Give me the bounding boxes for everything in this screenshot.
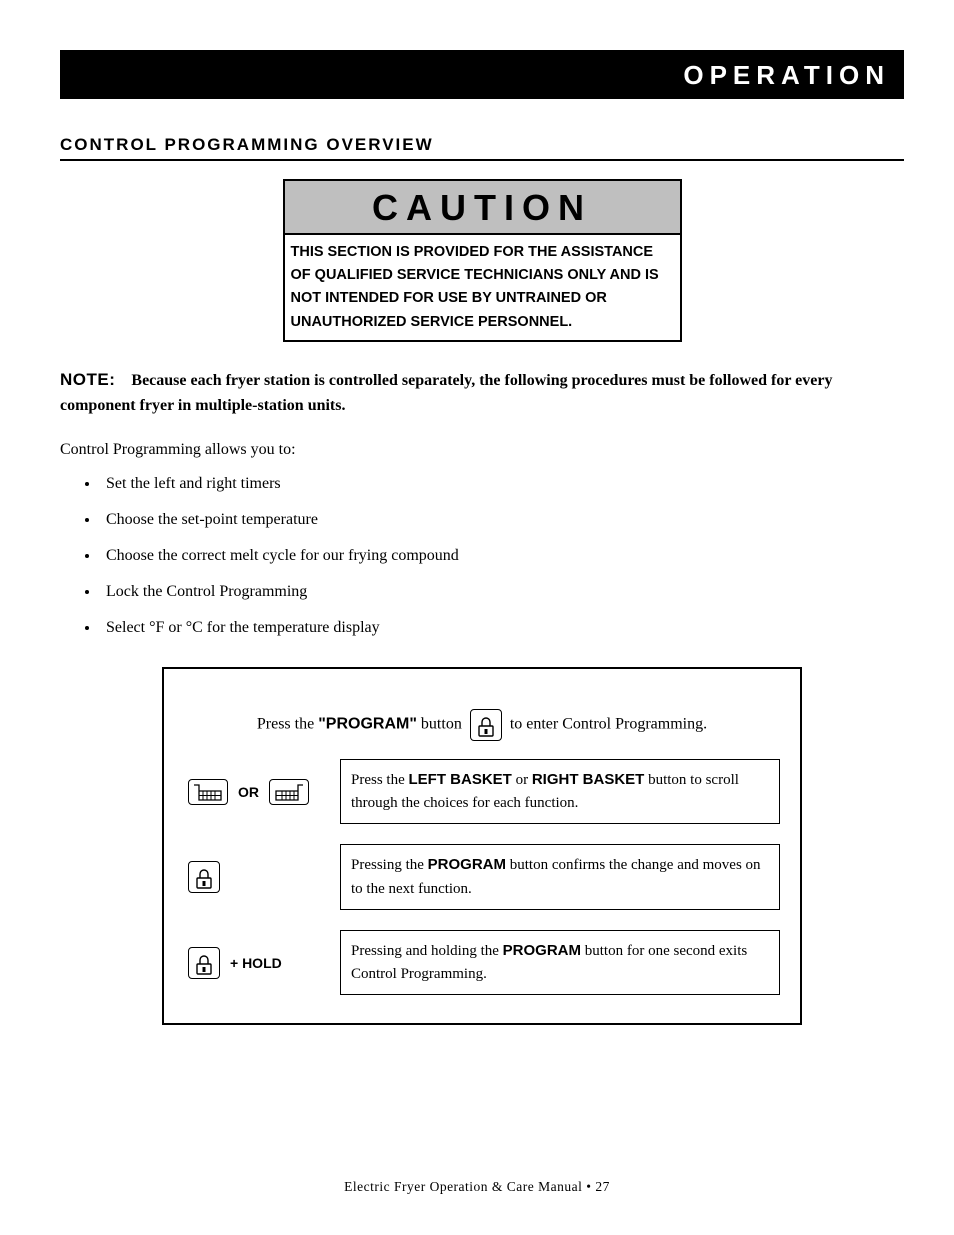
left-col: + HOLD <box>184 947 324 979</box>
right-basket-label: RIGHT BASKET <box>532 771 645 788</box>
note-block: NOTE: Because each fryer station is cont… <box>60 366 904 419</box>
list-item: Choose the correct melt cycle for our fr… <box>100 547 904 565</box>
text: button <box>417 716 466 733</box>
list-item: Set the left and right timers <box>100 475 904 493</box>
text: Press the <box>351 772 409 788</box>
left-basket-label: LEFT BASKET <box>409 771 512 788</box>
section-heading: CONTROL PROGRAMMING OVERVIEW <box>60 135 904 161</box>
instruction-box: Press the "PROGRAM" button to enter Cont… <box>162 667 802 1026</box>
program-icon <box>470 709 502 741</box>
text: Pressing the <box>351 857 428 873</box>
left-col <box>184 861 324 893</box>
left-basket-icon <box>188 779 228 805</box>
list-item: Select °F or °C for the temperature disp… <box>100 619 904 637</box>
instruction-row-1: Press the "PROGRAM" button to enter Cont… <box>184 709 780 741</box>
footer-sep: • <box>582 1179 595 1194</box>
instruction-row-4: + HOLD Pressing and holding the PROGRAM … <box>184 930 780 996</box>
list-item: Choose the set-point temperature <box>100 511 904 529</box>
program-icon <box>188 861 220 893</box>
footer-page: 27 <box>595 1179 610 1194</box>
feature-list: Set the left and right timers Choose the… <box>100 475 904 637</box>
caution-box: CAUTION THIS SECTION IS PROVIDED FOR THE… <box>283 179 682 342</box>
instruction-row-3: Pressing the PROGRAM button confirms the… <box>184 844 780 910</box>
program-label: PROGRAM <box>503 942 581 959</box>
left-col: OR <box>184 779 324 805</box>
text: Press the <box>257 716 318 733</box>
intro-line: Control Programming allows you to: <box>60 441 904 459</box>
text: to enter Control Programming. <box>510 716 707 733</box>
header-title: OPERATION <box>683 60 890 90</box>
note-label: NOTE: <box>60 370 115 389</box>
instruction-row-2: OR Press the LEFT BASKET or RIGHT BASKET… <box>184 759 780 825</box>
program-label: "PROGRAM" <box>318 716 417 733</box>
list-item: Lock the Control Programming <box>100 583 904 601</box>
text: Pressing and holding the <box>351 943 503 959</box>
footer-text: Electric Fryer Operation & Care Manual <box>344 1179 582 1194</box>
desc-box: Pressing the PROGRAM button confirms the… <box>340 844 780 910</box>
desc-box: Pressing and holding the PROGRAM button … <box>340 930 780 996</box>
caution-body: THIS SECTION IS PROVIDED FOR THE ASSISTA… <box>285 235 680 340</box>
desc-box: Press the LEFT BASKET or RIGHT BASKET bu… <box>340 759 780 825</box>
page-footer: Electric Fryer Operation & Care Manual •… <box>0 1179 954 1195</box>
program-icon <box>188 947 220 979</box>
caution-title: CAUTION <box>285 181 680 235</box>
or-label: OR <box>238 784 259 800</box>
hold-label: + HOLD <box>230 955 282 971</box>
page: OPERATION CONTROL PROGRAMMING OVERVIEW C… <box>0 0 954 1235</box>
note-text: Because each fryer station is controlled… <box>60 372 832 415</box>
text: or <box>512 772 532 788</box>
program-label: PROGRAM <box>428 856 506 873</box>
header-bar: OPERATION <box>60 50 904 99</box>
right-basket-icon <box>269 779 309 805</box>
